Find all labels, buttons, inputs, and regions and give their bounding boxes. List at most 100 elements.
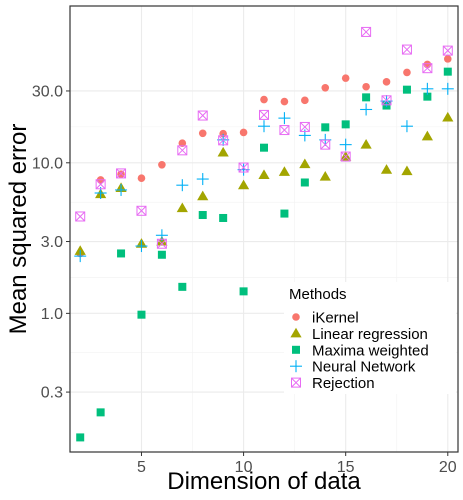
data-point-ikernel — [137, 174, 146, 183]
legend-label-rejection: Rejection — [312, 375, 375, 392]
x-tick-label: 5 — [137, 459, 146, 476]
x-tick-label: 20 — [439, 459, 457, 476]
y-tick-label: 10.0 — [32, 155, 63, 172]
data-point-ikernel — [362, 82, 370, 91]
data-point-neural-network — [135, 240, 148, 253]
data-points — [74, 26, 454, 442]
data-point-rejection — [136, 205, 147, 216]
data-point-rejection — [401, 44, 412, 55]
y-axis: 0.3 1.0 3.0 10.0 30.0 — [32, 83, 70, 402]
data-point-maxima-weighted — [341, 120, 350, 129]
data-point-ikernel — [280, 97, 289, 106]
data-point-linear-regression — [217, 146, 229, 157]
data-point-linear-regression — [360, 139, 372, 149]
y-tick-label: 0.3 — [41, 385, 63, 402]
y-tick-label: 1.0 — [41, 306, 63, 323]
legend-label-maxima-weighted: Maxima weighted — [312, 342, 429, 359]
data-point-neural-network — [441, 82, 454, 95]
legend-background — [284, 282, 456, 394]
data-point-neural-network — [115, 183, 128, 196]
data-point-neural-network — [421, 82, 434, 95]
legend-key-ikernel — [292, 313, 300, 321]
data-point-linear-regression — [401, 165, 413, 176]
data-point-linear-regression — [380, 164, 393, 174]
data-point-neural-network — [74, 250, 87, 263]
data-point-maxima-weighted — [423, 92, 432, 101]
data-point-maxima-weighted — [76, 433, 85, 442]
data-point-rejection — [95, 179, 106, 190]
data-point-rejection — [320, 139, 331, 150]
data-point-rejection — [116, 168, 127, 179]
data-point-rejection — [156, 238, 167, 249]
data-point-rejection — [177, 145, 188, 156]
data-point-linear-regression — [319, 170, 331, 181]
legend-label-ikernel: iKernel — [312, 310, 359, 327]
data-point-neural-network — [176, 179, 189, 192]
data-point-ikernel — [198, 129, 207, 138]
data-point-ikernel — [321, 83, 330, 92]
data-point-neural-network — [400, 120, 413, 133]
data-point-rejection — [197, 110, 208, 121]
legend-key-rejection — [291, 377, 301, 388]
data-point-rejection — [442, 45, 453, 56]
legend-label-linear-regression: Linear regression — [312, 326, 428, 343]
data-point-maxima-weighted — [219, 213, 228, 222]
data-point-ikernel — [301, 96, 309, 105]
data-point-rejection — [381, 95, 392, 106]
y-axis-title: Mean squared error — [5, 124, 32, 335]
data-point-rejection — [299, 121, 310, 132]
data-point-rejection — [340, 151, 351, 162]
data-point-ikernel — [260, 95, 268, 104]
data-point-maxima-weighted — [239, 287, 248, 296]
data-point-linear-regression — [237, 179, 250, 190]
data-point-linear-regression — [421, 130, 433, 141]
legend-key-neural-network — [290, 360, 302, 373]
data-point-maxima-weighted — [402, 85, 411, 94]
data-point-maxima-weighted — [300, 178, 309, 187]
y-tick-label: 30.0 — [32, 83, 63, 100]
data-point-maxima-weighted — [137, 310, 146, 319]
data-point-rejection — [218, 135, 229, 146]
data-point-linear-regression — [197, 190, 209, 201]
data-point-ikernel — [178, 139, 187, 147]
data-point-rejection — [361, 26, 372, 37]
legend-key-linear-regression — [290, 327, 302, 338]
data-point-rejection — [75, 211, 86, 222]
data-point-ikernel — [443, 55, 452, 63]
data-point-maxima-weighted — [321, 123, 330, 132]
data-point-ikernel — [117, 170, 125, 178]
data-point-neural-network — [360, 103, 373, 116]
data-point-maxima-weighted — [280, 209, 289, 218]
data-point-ikernel — [158, 160, 166, 169]
data-point-rejection — [279, 125, 290, 136]
data-point-maxima-weighted — [157, 250, 166, 259]
panel-border — [69, 5, 459, 453]
data-point-maxima-weighted — [178, 282, 187, 291]
data-point-neural-network — [258, 120, 270, 133]
data-point-ikernel — [341, 74, 350, 82]
data-point-maxima-weighted — [198, 211, 207, 220]
data-point-rejection — [238, 162, 249, 173]
data-point-ikernel — [423, 60, 432, 69]
series-maxima-weighted — [76, 67, 452, 442]
data-point-neural-network — [278, 112, 291, 125]
y-tick-label: 3.0 — [41, 234, 63, 251]
data-point-rejection — [422, 63, 433, 74]
data-point-neural-network — [339, 138, 352, 151]
data-point-ikernel — [239, 128, 248, 137]
data-point-ikernel — [382, 78, 391, 86]
x-axis-title: Dimension of data — [167, 468, 361, 495]
data-point-linear-regression — [176, 202, 188, 213]
legend-key-maxima-weighted — [292, 345, 300, 354]
data-point-linear-regression — [299, 158, 311, 169]
data-point-linear-regression — [340, 150, 352, 161]
data-point-linear-regression — [74, 245, 86, 255]
series-rejection — [75, 26, 453, 249]
data-point-linear-regression — [258, 169, 270, 180]
data-point-maxima-weighted — [260, 143, 268, 152]
x-axis: 5 10 15 20 — [137, 452, 457, 476]
data-point-neural-network — [196, 173, 209, 186]
data-point-maxima-weighted — [96, 408, 105, 417]
data-point-rejection — [259, 109, 269, 120]
